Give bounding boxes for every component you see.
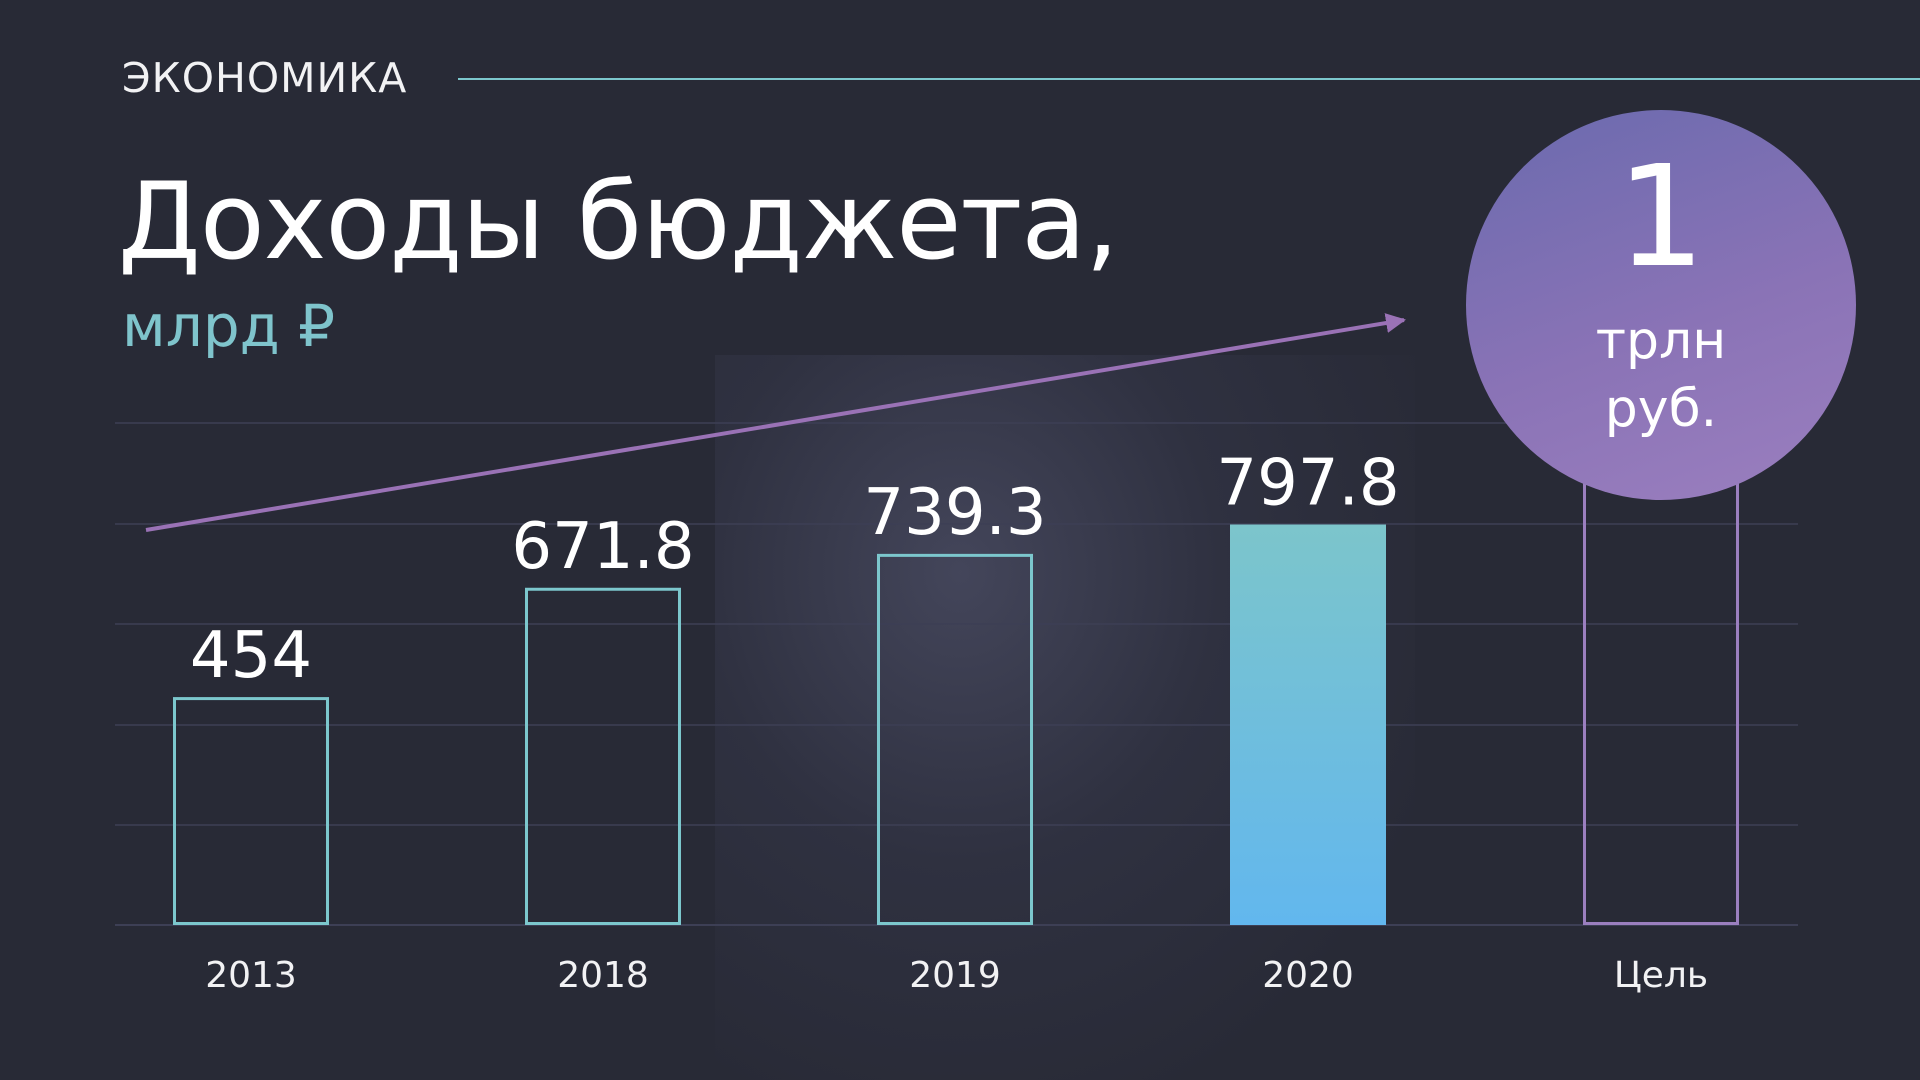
bar-2013: [173, 697, 329, 925]
page-title: Доходы бюджета,: [118, 160, 1119, 283]
goal-unit-line1: трлн: [1595, 311, 1727, 371]
goal-unit-line2: руб.: [1604, 379, 1718, 439]
bars: [173, 423, 1739, 925]
data-label: 671.8: [511, 510, 694, 584]
x-tick-label: Цель: [1614, 955, 1708, 996]
data-label: 797.8: [1216, 447, 1399, 521]
x-tick-label: 2013: [205, 955, 297, 996]
goal-badge: 1 трлн руб.: [1466, 110, 1856, 500]
x-tick-label: 2019: [909, 955, 1001, 996]
x-tick-label: 2020: [1262, 955, 1354, 996]
goal-value: 1: [1616, 136, 1706, 299]
bar-2020: [1230, 524, 1386, 925]
data-label: 739.3: [863, 476, 1046, 550]
data-label: 454: [190, 619, 312, 693]
x-axis-ticks: 2013 2018 2019 2020 Цель: [205, 955, 1708, 996]
x-tick-label: 2018: [557, 955, 649, 996]
section-divider: [458, 78, 1920, 80]
page-subtitle: млрд ₽: [122, 292, 336, 360]
data-labels: 454 671.8 739.3 797.8: [190, 447, 1400, 694]
bar-2018: [525, 587, 681, 925]
section-label: ЭКОНОМИКА: [122, 54, 408, 102]
trend-arrow: [145, 313, 1406, 532]
bar-2019: [877, 553, 1033, 925]
